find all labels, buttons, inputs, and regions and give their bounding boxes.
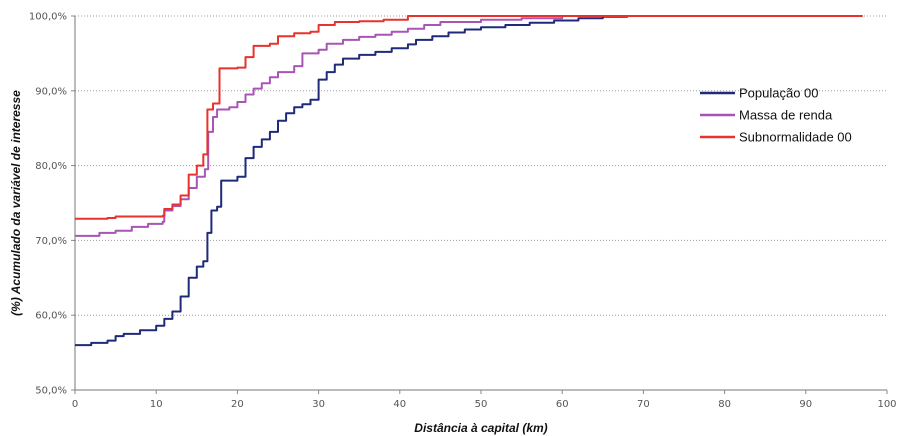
- series-line-1: [75, 15, 863, 347]
- x-tick-labels: 0 10 20 30 40 50 60 70 80 90 100: [72, 399, 897, 410]
- x-tick-label: 50: [475, 399, 488, 410]
- y-tick-label: 90,0%: [35, 86, 67, 97]
- legend-label: População 00: [739, 86, 819, 101]
- legend-label: Massa de renda: [739, 108, 833, 123]
- y-tick-label: 50,0%: [35, 386, 67, 397]
- x-tick-label: 90: [799, 399, 812, 410]
- x-tick-label: 0: [72, 399, 78, 410]
- x-tick-label: 100: [877, 399, 896, 410]
- x-tick-label: 80: [718, 399, 731, 410]
- y-axis-title: (%) Acumulado da variável de interesse: [9, 90, 23, 316]
- x-tick-label: 30: [312, 399, 325, 410]
- x-tick-label: 70: [637, 399, 650, 410]
- y-tick-label: 100,0%: [29, 12, 67, 23]
- x-axis-title: Distância à capital (km): [414, 421, 547, 435]
- x-tick-label: 60: [556, 399, 569, 410]
- series-lines: [75, 15, 863, 347]
- y-tick-label: 70,0%: [35, 236, 67, 247]
- plot-area: [75, 16, 887, 390]
- x-tick-label: 40: [393, 399, 406, 410]
- axes: [74, 16, 888, 394]
- series-line-3: [75, 15, 863, 220]
- y-tick-label: 80,0%: [35, 161, 67, 172]
- y-tick-labels: 50,0% 60,0% 70,0% 80,0% 90,0% 100,0%: [29, 12, 67, 397]
- x-tick-label: 10: [150, 399, 163, 410]
- legend: População 00 Massa de renda Subnormalidade…: [700, 86, 852, 145]
- x-tick-label: 20: [231, 399, 244, 410]
- y-tick-label: 60,0%: [35, 311, 67, 322]
- legend-label: Subnormalidade 00: [739, 130, 852, 145]
